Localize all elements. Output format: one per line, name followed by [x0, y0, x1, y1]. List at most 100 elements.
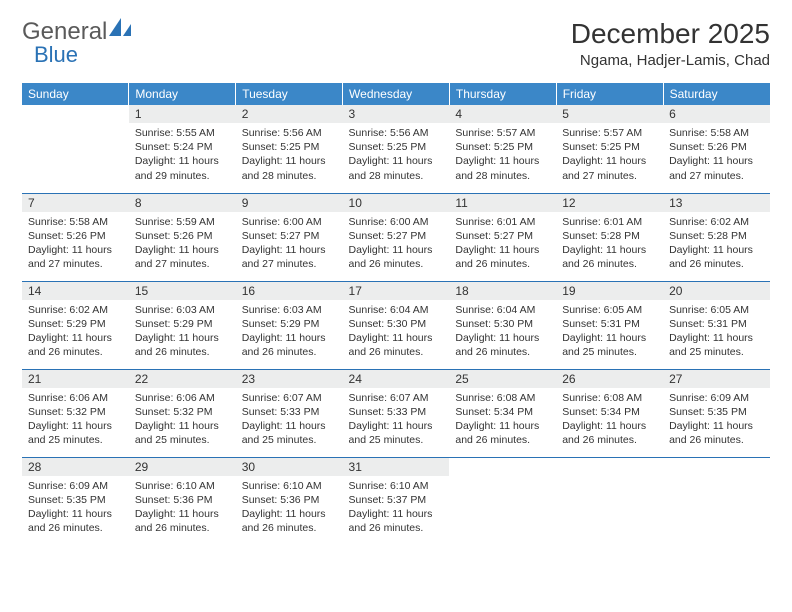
day-header: Saturday — [663, 83, 770, 105]
day-details: Sunrise: 6:08 AMSunset: 5:34 PMDaylight:… — [556, 388, 663, 452]
day-header-row: SundayMondayTuesdayWednesdayThursdayFrid… — [22, 83, 770, 105]
day-header: Wednesday — [343, 83, 450, 105]
calendar-cell: 29Sunrise: 6:10 AMSunset: 5:36 PMDayligh… — [129, 457, 236, 545]
calendar-week-row: 14Sunrise: 6:02 AMSunset: 5:29 PMDayligh… — [22, 281, 770, 369]
brand-part2-wrap: Blue — [34, 42, 78, 68]
calendar-cell: 11Sunrise: 6:01 AMSunset: 5:27 PMDayligh… — [449, 193, 556, 281]
day-details: Sunrise: 6:04 AMSunset: 5:30 PMDaylight:… — [449, 300, 556, 364]
calendar-cell: 6Sunrise: 5:58 AMSunset: 5:26 PMDaylight… — [663, 105, 770, 193]
calendar-week-row: 21Sunrise: 6:06 AMSunset: 5:32 PMDayligh… — [22, 369, 770, 457]
day-details: Sunrise: 6:01 AMSunset: 5:28 PMDaylight:… — [556, 212, 663, 276]
day-number: 17 — [343, 282, 450, 300]
day-number: 20 — [663, 282, 770, 300]
location-text: Ngama, Hadjer-Lamis, Chad — [571, 52, 770, 69]
calendar-cell: 19Sunrise: 6:05 AMSunset: 5:31 PMDayligh… — [556, 281, 663, 369]
calendar-week-row: 1Sunrise: 5:55 AMSunset: 5:24 PMDaylight… — [22, 105, 770, 193]
day-number: 14 — [22, 282, 129, 300]
day-details: Sunrise: 6:10 AMSunset: 5:36 PMDaylight:… — [236, 476, 343, 540]
day-number: 6 — [663, 105, 770, 123]
calendar-body: 1Sunrise: 5:55 AMSunset: 5:24 PMDaylight… — [22, 105, 770, 545]
day-number: 10 — [343, 194, 450, 212]
calendar-cell: 20Sunrise: 6:05 AMSunset: 5:31 PMDayligh… — [663, 281, 770, 369]
day-details: Sunrise: 6:06 AMSunset: 5:32 PMDaylight:… — [22, 388, 129, 452]
calendar-cell: 13Sunrise: 6:02 AMSunset: 5:28 PMDayligh… — [663, 193, 770, 281]
day-details: Sunrise: 6:03 AMSunset: 5:29 PMDaylight:… — [129, 300, 236, 364]
day-details: Sunrise: 6:00 AMSunset: 5:27 PMDaylight:… — [343, 212, 450, 276]
day-number: 9 — [236, 194, 343, 212]
calendar-cell — [22, 105, 129, 193]
calendar-cell: 25Sunrise: 6:08 AMSunset: 5:34 PMDayligh… — [449, 369, 556, 457]
day-number: 5 — [556, 105, 663, 123]
day-number: 18 — [449, 282, 556, 300]
day-number: 4 — [449, 105, 556, 123]
day-details: Sunrise: 6:09 AMSunset: 5:35 PMDaylight:… — [22, 476, 129, 540]
day-number: 28 — [22, 458, 129, 476]
day-number: 23 — [236, 370, 343, 388]
calendar-head: SundayMondayTuesdayWednesdayThursdayFrid… — [22, 83, 770, 105]
day-details: Sunrise: 6:10 AMSunset: 5:36 PMDaylight:… — [129, 476, 236, 540]
day-number: 22 — [129, 370, 236, 388]
calendar-cell: 8Sunrise: 5:59 AMSunset: 5:26 PMDaylight… — [129, 193, 236, 281]
day-details: Sunrise: 6:02 AMSunset: 5:28 PMDaylight:… — [663, 212, 770, 276]
day-header: Friday — [556, 83, 663, 105]
day-details: Sunrise: 6:07 AMSunset: 5:33 PMDaylight:… — [343, 388, 450, 452]
calendar-cell: 1Sunrise: 5:55 AMSunset: 5:24 PMDaylight… — [129, 105, 236, 193]
day-number: 16 — [236, 282, 343, 300]
day-number: 24 — [343, 370, 450, 388]
calendar-cell: 27Sunrise: 6:09 AMSunset: 5:35 PMDayligh… — [663, 369, 770, 457]
day-number: 1 — [129, 105, 236, 123]
brand-part2: Blue — [34, 42, 78, 67]
day-details: Sunrise: 5:56 AMSunset: 5:25 PMDaylight:… — [236, 123, 343, 187]
day-number: 19 — [556, 282, 663, 300]
calendar-cell: 15Sunrise: 6:03 AMSunset: 5:29 PMDayligh… — [129, 281, 236, 369]
title-block: December 2025 Ngama, Hadjer-Lamis, Chad — [571, 18, 770, 69]
day-number: 30 — [236, 458, 343, 476]
day-details: Sunrise: 5:57 AMSunset: 5:25 PMDaylight:… — [556, 123, 663, 187]
calendar-cell: 7Sunrise: 5:58 AMSunset: 5:26 PMDaylight… — [22, 193, 129, 281]
day-number: 3 — [343, 105, 450, 123]
day-header: Sunday — [22, 83, 129, 105]
calendar-cell — [556, 457, 663, 545]
day-number: 25 — [449, 370, 556, 388]
day-number — [663, 458, 770, 462]
calendar-cell: 4Sunrise: 5:57 AMSunset: 5:25 PMDaylight… — [449, 105, 556, 193]
calendar-cell: 22Sunrise: 6:06 AMSunset: 5:32 PMDayligh… — [129, 369, 236, 457]
page-header: General Blue December 2025 Ngama, Hadjer… — [22, 18, 770, 69]
day-number — [449, 458, 556, 462]
calendar-cell: 21Sunrise: 6:06 AMSunset: 5:32 PMDayligh… — [22, 369, 129, 457]
calendar-cell: 23Sunrise: 6:07 AMSunset: 5:33 PMDayligh… — [236, 369, 343, 457]
calendar-table: SundayMondayTuesdayWednesdayThursdayFrid… — [22, 83, 770, 545]
calendar-cell: 3Sunrise: 5:56 AMSunset: 5:25 PMDaylight… — [343, 105, 450, 193]
day-number: 7 — [22, 194, 129, 212]
day-header: Thursday — [449, 83, 556, 105]
day-number — [22, 105, 129, 109]
day-number: 29 — [129, 458, 236, 476]
day-details: Sunrise: 6:00 AMSunset: 5:27 PMDaylight:… — [236, 212, 343, 276]
day-details: Sunrise: 6:09 AMSunset: 5:35 PMDaylight:… — [663, 388, 770, 452]
day-details: Sunrise: 5:58 AMSunset: 5:26 PMDaylight:… — [663, 123, 770, 187]
day-number: 2 — [236, 105, 343, 123]
brand-sail-icon — [107, 16, 133, 43]
calendar-cell — [449, 457, 556, 545]
day-number: 31 — [343, 458, 450, 476]
calendar-cell: 9Sunrise: 6:00 AMSunset: 5:27 PMDaylight… — [236, 193, 343, 281]
day-details: Sunrise: 5:57 AMSunset: 5:25 PMDaylight:… — [449, 123, 556, 187]
calendar-cell: 24Sunrise: 6:07 AMSunset: 5:33 PMDayligh… — [343, 369, 450, 457]
day-details: Sunrise: 6:07 AMSunset: 5:33 PMDaylight:… — [236, 388, 343, 452]
day-details: Sunrise: 6:01 AMSunset: 5:27 PMDaylight:… — [449, 212, 556, 276]
calendar-cell: 2Sunrise: 5:56 AMSunset: 5:25 PMDaylight… — [236, 105, 343, 193]
day-details: Sunrise: 5:56 AMSunset: 5:25 PMDaylight:… — [343, 123, 450, 187]
day-details: Sunrise: 6:04 AMSunset: 5:30 PMDaylight:… — [343, 300, 450, 364]
day-details: Sunrise: 6:03 AMSunset: 5:29 PMDaylight:… — [236, 300, 343, 364]
day-details: Sunrise: 5:59 AMSunset: 5:26 PMDaylight:… — [129, 212, 236, 276]
day-number: 27 — [663, 370, 770, 388]
calendar-cell: 10Sunrise: 6:00 AMSunset: 5:27 PMDayligh… — [343, 193, 450, 281]
calendar-week-row: 7Sunrise: 5:58 AMSunset: 5:26 PMDaylight… — [22, 193, 770, 281]
day-number: 26 — [556, 370, 663, 388]
day-details: Sunrise: 6:08 AMSunset: 5:34 PMDaylight:… — [449, 388, 556, 452]
calendar-cell: 28Sunrise: 6:09 AMSunset: 5:35 PMDayligh… — [22, 457, 129, 545]
calendar-cell — [663, 457, 770, 545]
day-header: Monday — [129, 83, 236, 105]
day-details: Sunrise: 6:05 AMSunset: 5:31 PMDaylight:… — [556, 300, 663, 364]
day-number: 12 — [556, 194, 663, 212]
